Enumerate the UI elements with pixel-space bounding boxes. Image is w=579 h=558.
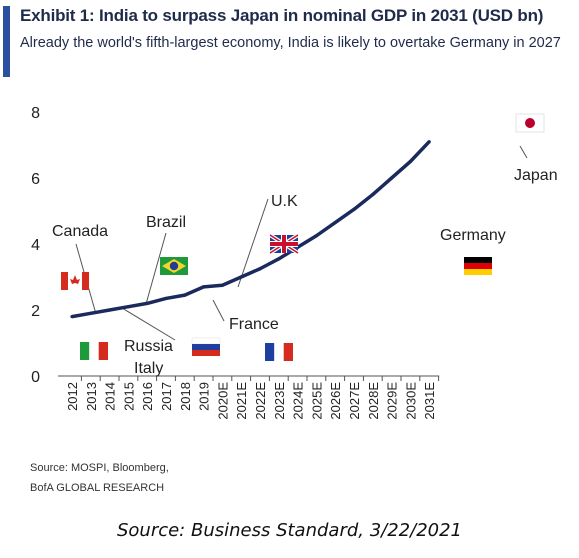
annotation-label: U.K (271, 193, 298, 210)
x-tick-label: 2022E (253, 382, 268, 420)
annotation-leader-line (212, 299, 225, 322)
y-tick-label: 4 (31, 237, 40, 254)
x-tick-label: 2018 (178, 382, 193, 411)
country-annotations: Canada Brazil U.K Germany Japan Russia Italy Fr… (52, 113, 558, 377)
x-tick-label: 2023E (272, 382, 287, 420)
footer-source: Source: Business Standard, 3/22/2021 (116, 520, 463, 541)
italy-flag-icon (80, 342, 108, 360)
data-point (89, 311, 93, 315)
x-axis: 2012 2013 2014 2015 2016 2017 2018 2019 2020E 202… (58, 375, 440, 420)
data-point (145, 301, 149, 305)
annotation-label: Brazil (146, 214, 186, 231)
brazil-flag-icon (160, 257, 188, 275)
x-tick-label: 2019 (197, 382, 212, 411)
x-tick-label: 2014 (103, 382, 118, 411)
data-point (314, 234, 318, 238)
data-point (108, 308, 112, 312)
data-point (277, 257, 281, 261)
x-tick-label: 2012 (65, 382, 80, 411)
series-layer (70, 140, 431, 319)
india-gdp-line (71, 140, 431, 319)
y-tick-label: 8 (31, 105, 40, 122)
x-tick-label: 2016 (140, 382, 155, 411)
data-point (352, 207, 356, 211)
annotation-leader-line (237, 198, 269, 288)
x-tick-label: 2020E (215, 382, 230, 420)
y-tick-label: 0 (31, 369, 40, 386)
germany-flag-icon (464, 257, 492, 275)
x-tick-label: 2026E (328, 382, 343, 420)
data-point (239, 275, 243, 279)
data-point (427, 140, 431, 144)
data-point (183, 293, 187, 297)
annotation-leader-line (145, 232, 167, 305)
y-tick-label: 2 (31, 303, 40, 320)
uk-flag-icon (268, 233, 300, 255)
x-tick-label: 2021E (234, 382, 249, 420)
annotation-label: Germany (440, 227, 506, 244)
data-point (408, 159, 412, 164)
annotation-leader-line (121, 307, 176, 341)
data-point (164, 296, 168, 301)
y-tick-label: 6 (31, 171, 40, 188)
x-tick-label: 2029E (385, 382, 400, 420)
x-tick-label: 2028E (366, 382, 381, 420)
annotation-label: Italy (134, 360, 163, 377)
x-tick-label: 2025E (309, 382, 324, 420)
annotation-label: France (229, 316, 279, 333)
data-point (202, 285, 206, 289)
data-point (258, 267, 262, 271)
x-tick-label: 2017 (159, 382, 174, 411)
data-point (220, 283, 224, 287)
data-point (333, 220, 337, 225)
canada-flag-icon (61, 272, 89, 290)
x-tick-label: 2031E (422, 382, 437, 420)
annotation-label: Russia (124, 338, 173, 355)
x-tick-label: 2013 (84, 382, 99, 411)
france-flag-icon (265, 343, 293, 361)
data-point (70, 315, 74, 319)
x-tick-label: 2030E (403, 382, 418, 420)
russia-flag-icon (191, 337, 221, 356)
y-axis: 0 2 4 6 8 (31, 105, 40, 386)
data-point (126, 305, 130, 309)
x-tick-label: 2024E (291, 382, 306, 420)
chart-subtitle: Already the world's fifth-largest econom… (20, 35, 561, 51)
annotation-label: Canada (52, 223, 108, 240)
annotation-leader-line (519, 145, 528, 159)
source-line-2: BofA GLOBAL RESEARCH (30, 482, 165, 494)
annotation-label: Japan (514, 167, 558, 184)
japan-flag-icon (515, 113, 545, 133)
data-point (390, 176, 394, 180)
chart-title: Exhibit 1: India to surpass Japan in nom… (20, 6, 544, 25)
x-tick-label: 2015 (121, 382, 136, 411)
data-point (371, 192, 375, 197)
accent-bar (3, 6, 10, 77)
x-tick-label: 2027E (347, 382, 362, 420)
source-line-1: Source: MOSPI, Bloomberg, (30, 462, 169, 474)
